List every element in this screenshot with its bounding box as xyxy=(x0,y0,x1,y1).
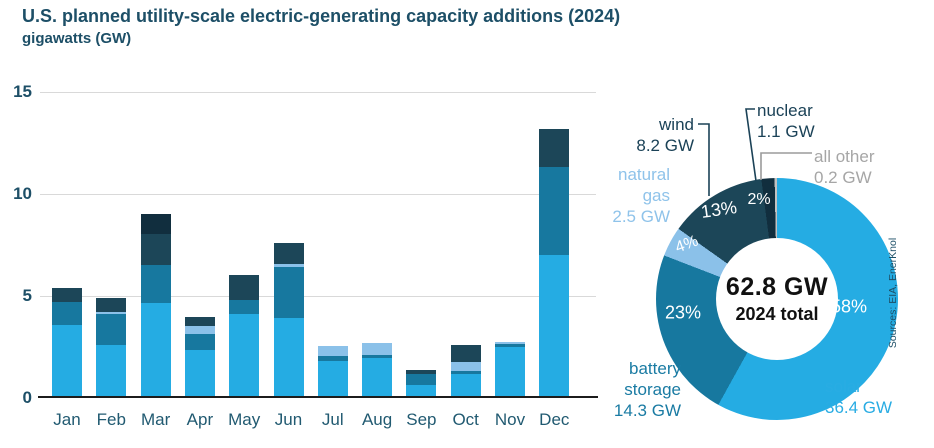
leader-line-all-other xyxy=(760,152,812,180)
bar-segment-solar-may xyxy=(229,314,260,398)
donut-center-label: 2024 total xyxy=(735,304,819,324)
bar-segment-natural-gas-jul xyxy=(317,345,348,357)
chart-title: U.S. planned utility-scale electric-gene… xyxy=(22,6,621,26)
month-label-aug: Aug xyxy=(361,410,393,429)
bar-segment-solar-oct xyxy=(450,373,481,398)
bar-segment-wind-sep xyxy=(406,370,437,374)
source-note: Sources: EIA, EnerKnol xyxy=(887,237,899,349)
bar-segment-battery-storage-jan xyxy=(52,302,82,325)
bar-segment-solar-mar xyxy=(140,303,171,398)
label-natural-gas: natural gas 2.5 GW xyxy=(612,165,670,226)
month-label-sep: Sep xyxy=(406,410,437,429)
bar-segment-solar-feb xyxy=(96,344,127,398)
pct-label-nuclear: 2% xyxy=(747,191,771,208)
donut-hole: 62.8 GW 2024 total xyxy=(716,238,838,360)
bar-segment-solar-jun xyxy=(273,318,304,398)
bar-segment-solar-aug xyxy=(362,358,393,398)
leader-line-nuclear xyxy=(745,108,757,182)
month-label-jul: Jul xyxy=(321,410,344,429)
bar-segment-battery-storage-may xyxy=(229,300,260,315)
label-battery-storage: battery storage 14.3 GW xyxy=(613,359,681,420)
bar-segment-wind-mar xyxy=(140,233,171,266)
bar-segment-solar-sep xyxy=(406,384,437,398)
bar-segment-battery-storage-apr xyxy=(184,333,215,351)
bar-segment-battery-storage-mar xyxy=(140,265,171,304)
month-label-feb: Feb xyxy=(96,410,126,429)
bar-segment-battery-storage-jul xyxy=(317,356,348,362)
month-label-dec: Dec xyxy=(539,410,570,429)
x-axis-baseline xyxy=(38,396,598,398)
bar-segment-solar-nov xyxy=(495,347,525,398)
bar-segment-wind-may xyxy=(229,274,260,301)
gridline-15 xyxy=(40,92,596,93)
bar-segment-battery-storage-aug xyxy=(362,355,393,359)
bar-segment-wind-dec xyxy=(539,128,570,168)
bar-segment-battery-storage-jun xyxy=(273,267,304,319)
chart-units-label: gigawatts (GW) xyxy=(22,30,132,47)
bar-segment-natural-gas-jun xyxy=(273,264,304,268)
month-label-may: May xyxy=(228,410,261,429)
donut-center-value: 62.8 GW xyxy=(725,273,829,301)
y-tick-0: 0 xyxy=(22,388,32,407)
bar-segment-battery-storage-feb xyxy=(96,314,127,345)
label-all-other: all other 0.2 GW xyxy=(814,147,875,187)
bar-segment-solar-apr xyxy=(184,350,215,398)
month-label-mar: Mar xyxy=(140,410,171,429)
bar-segment-battery-storage-dec xyxy=(539,167,570,256)
bar-segment-wind-feb xyxy=(96,298,127,313)
bar-segment-solar-jul xyxy=(317,361,348,398)
label-solar: solar 36.4 GW xyxy=(825,377,893,417)
bar-segment-wind-apr xyxy=(184,317,215,326)
bar-segment-solar-dec xyxy=(539,255,570,398)
bar-segment-wind-jan xyxy=(52,287,82,303)
bar-segment-solar-jan xyxy=(52,324,82,398)
bar-segment-natural-gas-oct xyxy=(450,362,481,372)
pct-label-battery: 23% xyxy=(664,302,702,323)
label-wind: wind 8.2 GW xyxy=(636,115,694,155)
bar-segment-natural-gas-aug xyxy=(362,342,393,356)
bar-segment-wind-jun xyxy=(273,242,304,265)
month-label-jan: Jan xyxy=(53,410,81,429)
month-label-jun: Jun xyxy=(274,410,303,429)
bar-segment-nuclear-mar xyxy=(140,214,171,234)
bar-segment-battery-storage-sep xyxy=(406,373,437,385)
y-tick-5: 5 xyxy=(22,286,32,305)
bar-segment-battery-storage-nov xyxy=(495,343,525,347)
y-tick-10: 10 xyxy=(13,184,32,203)
pct-label-solar: 58% xyxy=(830,296,868,317)
leader-line-wind xyxy=(698,123,710,196)
bar-segment-battery-storage-oct xyxy=(450,371,481,374)
bar-segment-natural-gas-apr xyxy=(184,325,215,334)
y-tick-15: 15 xyxy=(13,82,32,101)
bar-segment-natural-gas-feb xyxy=(96,312,127,315)
gridline-5 xyxy=(40,296,596,297)
month-label-oct: Oct xyxy=(452,410,479,429)
month-label-apr: Apr xyxy=(186,410,214,429)
bar-segment-natural-gas-nov xyxy=(495,341,525,344)
month-label-nov: Nov xyxy=(494,410,526,429)
gridline-10 xyxy=(40,194,596,195)
bar-segment-wind-oct xyxy=(450,344,481,363)
label-nuclear: nuclear 1.1 GW xyxy=(757,101,815,141)
